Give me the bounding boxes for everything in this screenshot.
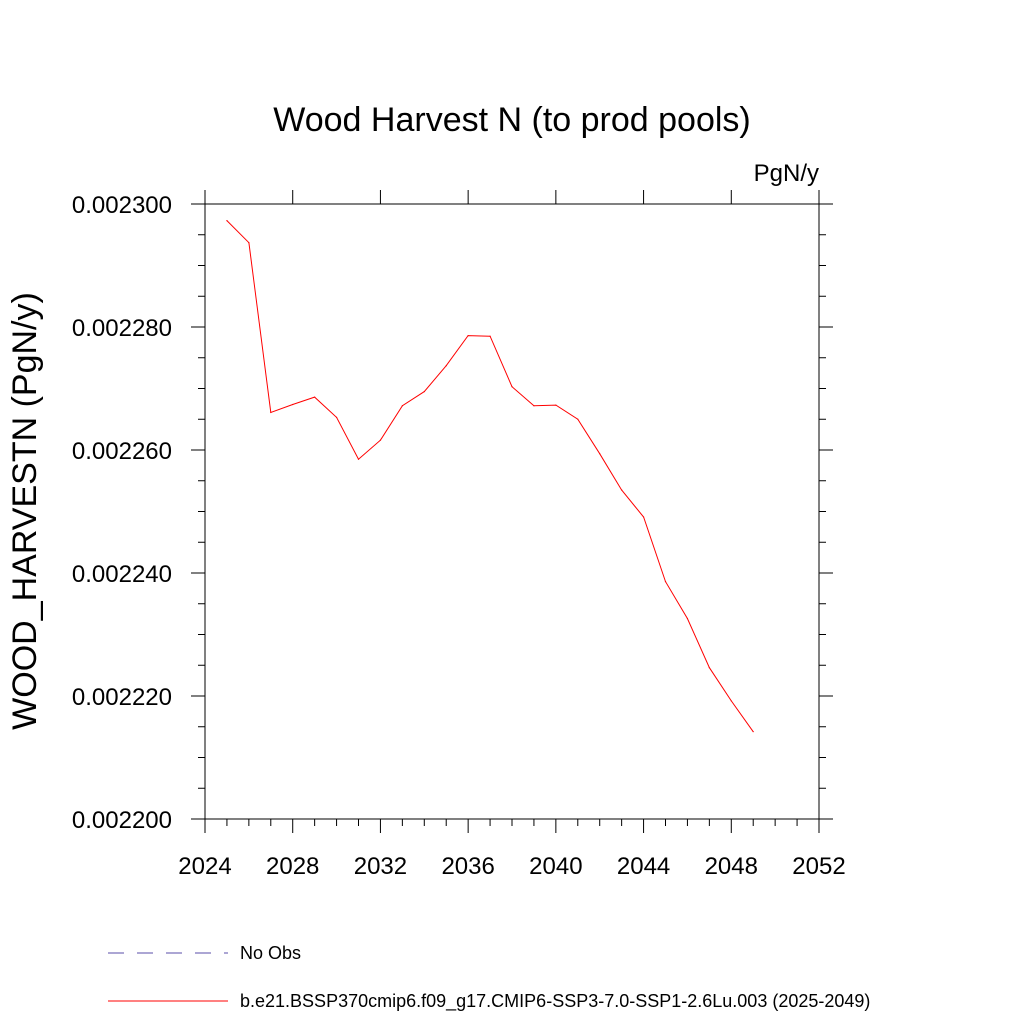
data-point (577, 418, 579, 420)
y-tick-label: 0.002300 (72, 192, 172, 219)
data-point (226, 220, 228, 222)
data-point (379, 439, 382, 441)
x-tick-label: 2028 (266, 853, 319, 880)
legend-label: b.e21.BSSP370cmip6.f09_g17.CMIP6-SSP3-7.… (240, 991, 870, 1012)
x-tick-label: 2024 (178, 853, 231, 880)
data-point (270, 411, 272, 414)
data-point (555, 404, 557, 406)
data-point (314, 396, 316, 398)
y-tick-label: 0.002200 (72, 807, 172, 834)
data-point (489, 335, 491, 337)
data-point (533, 405, 535, 407)
plot-frame (204, 203, 820, 820)
y-tick-label: 0.002280 (72, 315, 172, 342)
plot-area: 2024 2028 2032 2036 2040 2044 2048 2052 0.002200… (72, 190, 846, 880)
data-point (664, 581, 667, 583)
units-label: PgN/y (754, 160, 819, 187)
data-point (248, 242, 250, 244)
y-axis-label: WOOD_HARVESTN (PgN/y) (6, 292, 44, 730)
x-tick-label: 2040 (529, 853, 582, 880)
y-tick-label: 0.002220 (72, 684, 172, 711)
data-point (335, 416, 338, 419)
y-tick-label: 0.002260 (72, 438, 172, 465)
data-point (423, 390, 425, 393)
x-tick-label: 2032 (354, 853, 407, 880)
data-point (642, 516, 645, 518)
data-point (511, 386, 513, 388)
data-point (467, 335, 469, 337)
x-tick-label: 2044 (617, 853, 670, 880)
data-point (401, 405, 403, 407)
x-tick-label: 2048 (705, 853, 758, 880)
x-tick-label: 2036 (441, 853, 494, 880)
data-point (686, 617, 689, 620)
data-point (292, 403, 294, 406)
data-point (599, 453, 601, 455)
data-point (708, 667, 710, 669)
y-tick-label: 0.002240 (72, 561, 172, 588)
series-line (226, 220, 754, 732)
data-point (752, 731, 754, 733)
chart-title: Wood Harvest N (to prod pools) (273, 101, 750, 139)
data-point (621, 489, 623, 491)
legend-label: No Obs (240, 943, 301, 963)
data-point (357, 458, 360, 460)
legend: No Obs b.e21.BSSP370cmip6.f09_g17.CMIP6-S… (108, 943, 870, 1012)
data-point (445, 365, 447, 367)
data-point (730, 700, 732, 702)
x-tick-label: 2052 (792, 853, 845, 880)
